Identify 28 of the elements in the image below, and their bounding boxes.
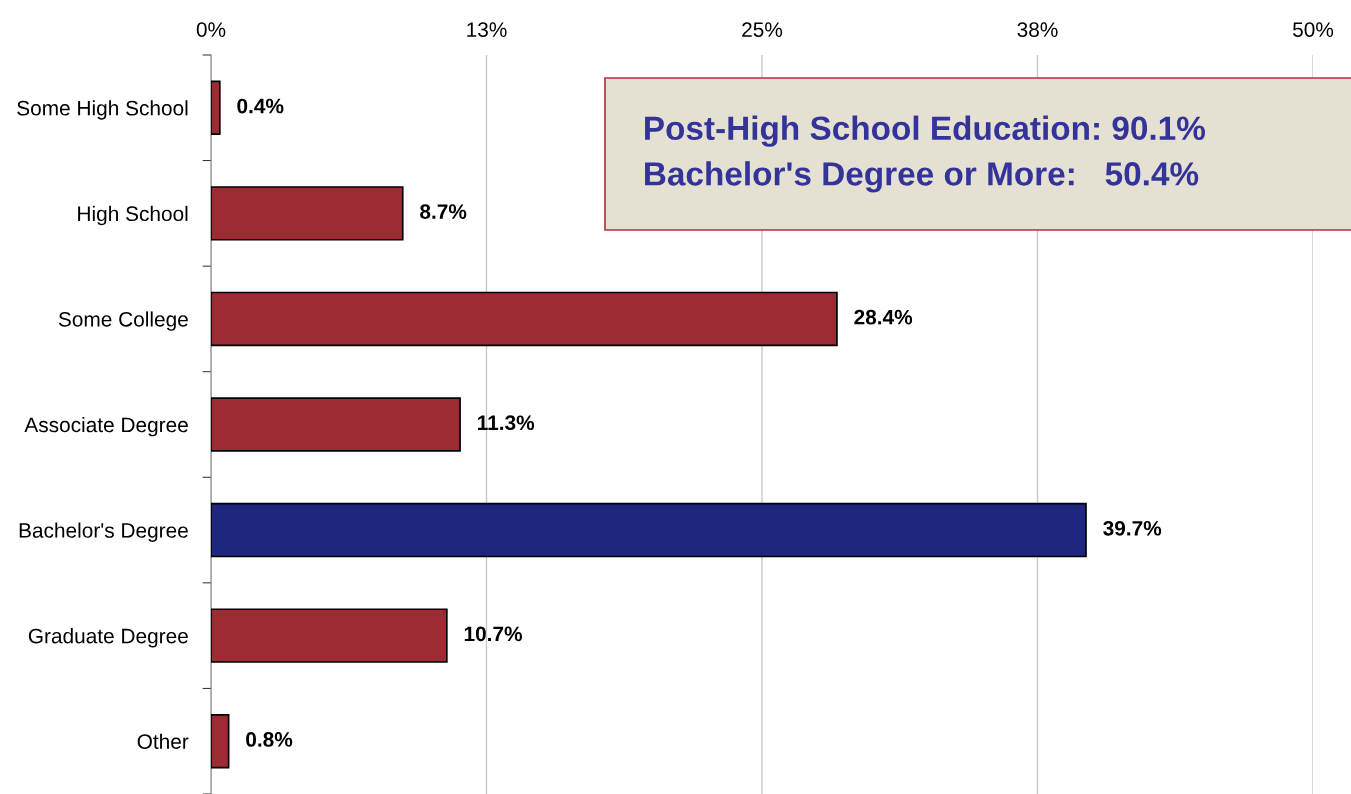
bar xyxy=(211,713,230,769)
x-tick-label: 0% xyxy=(196,22,226,37)
x-tick-label: 13% xyxy=(467,22,507,37)
bar xyxy=(211,502,1087,558)
data-label: 11.3% xyxy=(478,415,535,431)
x-tick-label: 38% xyxy=(1017,22,1058,37)
y-tick-label: Other xyxy=(137,733,189,749)
y-tick-label: Associate Degree xyxy=(24,416,188,437)
annotation: Post-High School Education: 90.1% xyxy=(645,115,1205,147)
bar xyxy=(211,397,461,452)
data-label: 8.7% xyxy=(420,204,467,219)
bar xyxy=(211,608,448,663)
y-tick-label: Some College xyxy=(58,311,188,331)
data-label: 39.7% xyxy=(1103,520,1162,536)
y-tick-label: High School xyxy=(78,205,188,226)
data-label: 0.4% xyxy=(237,98,284,114)
bar xyxy=(211,80,221,136)
bar xyxy=(211,291,838,347)
y-tick-label: Bachelor's Degree xyxy=(19,522,188,542)
data-label: 0.8% xyxy=(246,732,293,747)
data-label: 28.4% xyxy=(854,309,913,325)
y-tick-label: Some High School xyxy=(17,100,188,120)
x-tick-label: 50% xyxy=(1292,22,1334,37)
data-label: 10.7% xyxy=(464,626,523,642)
x-tick-label: 25% xyxy=(742,22,783,37)
annotation: Bachelor's Degree or More: 50.4% xyxy=(645,161,1199,193)
bar xyxy=(211,186,404,241)
y-tick-label: Graduate Degree xyxy=(28,628,188,648)
